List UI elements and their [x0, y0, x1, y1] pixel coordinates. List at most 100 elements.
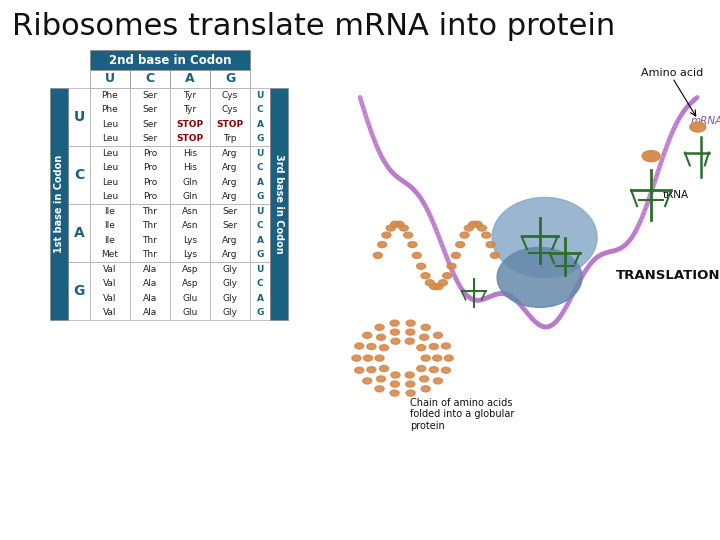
Text: Tyr: Tyr — [184, 105, 197, 114]
FancyBboxPatch shape — [210, 146, 250, 204]
Text: Ala: Ala — [143, 294, 157, 303]
Text: Leu: Leu — [102, 148, 118, 158]
Text: His: His — [183, 163, 197, 172]
Text: Ile: Ile — [104, 207, 115, 216]
Ellipse shape — [433, 378, 443, 384]
Ellipse shape — [434, 284, 443, 289]
Ellipse shape — [408, 241, 417, 248]
Text: C: C — [257, 163, 264, 172]
Text: Ile: Ile — [104, 236, 115, 245]
Ellipse shape — [451, 252, 460, 259]
Ellipse shape — [421, 325, 430, 330]
FancyBboxPatch shape — [210, 88, 250, 146]
Ellipse shape — [426, 280, 434, 286]
Ellipse shape — [456, 241, 464, 248]
FancyBboxPatch shape — [210, 70, 250, 88]
Text: A: A — [185, 72, 195, 85]
Text: U: U — [256, 91, 264, 100]
Ellipse shape — [406, 381, 415, 387]
Text: Pro: Pro — [143, 148, 157, 158]
Text: Pro: Pro — [143, 178, 157, 187]
Ellipse shape — [429, 367, 438, 373]
Text: Asn: Asn — [181, 221, 198, 230]
Ellipse shape — [406, 329, 415, 335]
FancyBboxPatch shape — [130, 146, 170, 204]
Text: Trp: Trp — [223, 134, 237, 143]
Ellipse shape — [391, 372, 400, 378]
Text: Ser: Ser — [222, 207, 238, 216]
Text: STOP: STOP — [176, 134, 204, 143]
Text: Ser: Ser — [222, 221, 238, 230]
Text: Thr: Thr — [143, 250, 158, 259]
Text: Ile: Ile — [104, 221, 115, 230]
Text: G: G — [73, 284, 85, 298]
Text: Arg: Arg — [222, 163, 238, 172]
Ellipse shape — [492, 198, 597, 278]
Ellipse shape — [420, 334, 428, 340]
Text: Ribosomes translate mRNA into protein: Ribosomes translate mRNA into protein — [12, 12, 616, 41]
Ellipse shape — [377, 334, 385, 340]
Text: 1st base in Codon: 1st base in Codon — [54, 155, 64, 253]
Ellipse shape — [490, 252, 500, 259]
Text: Glu: Glu — [182, 294, 198, 303]
Text: Gln: Gln — [182, 178, 198, 187]
FancyBboxPatch shape — [90, 262, 130, 320]
Text: Lys: Lys — [183, 236, 197, 245]
FancyBboxPatch shape — [170, 146, 210, 204]
Ellipse shape — [444, 355, 454, 361]
Ellipse shape — [375, 386, 384, 392]
Ellipse shape — [363, 332, 372, 338]
FancyBboxPatch shape — [130, 88, 170, 146]
Ellipse shape — [375, 355, 384, 361]
Text: Ser: Ser — [143, 120, 158, 129]
Ellipse shape — [420, 376, 428, 382]
Text: Cys: Cys — [222, 91, 238, 100]
Text: Leu: Leu — [102, 134, 118, 143]
Text: Gly: Gly — [222, 265, 238, 274]
FancyBboxPatch shape — [210, 204, 250, 262]
Ellipse shape — [406, 320, 415, 326]
Text: Leu: Leu — [102, 163, 118, 172]
Text: C: C — [257, 279, 264, 288]
Ellipse shape — [417, 263, 426, 269]
Text: Ala: Ala — [143, 279, 157, 288]
Text: U: U — [256, 148, 264, 158]
Text: tRNA: tRNA — [663, 190, 689, 200]
Ellipse shape — [364, 355, 372, 361]
Ellipse shape — [355, 367, 364, 373]
Ellipse shape — [404, 232, 413, 238]
Text: STOP: STOP — [176, 120, 204, 129]
Text: Tyr: Tyr — [184, 91, 197, 100]
Ellipse shape — [421, 386, 430, 392]
Text: Ala: Ala — [143, 265, 157, 274]
Ellipse shape — [486, 241, 495, 248]
Ellipse shape — [377, 376, 385, 382]
Ellipse shape — [391, 338, 400, 344]
Ellipse shape — [447, 263, 456, 269]
Ellipse shape — [395, 221, 404, 227]
Text: Ser: Ser — [143, 91, 158, 100]
Text: Thr: Thr — [143, 221, 158, 230]
Text: A: A — [256, 294, 264, 303]
Text: Leu: Leu — [102, 192, 118, 201]
Ellipse shape — [390, 329, 400, 335]
Text: G: G — [256, 134, 264, 143]
Ellipse shape — [390, 390, 399, 396]
Ellipse shape — [469, 221, 477, 227]
Ellipse shape — [390, 320, 399, 326]
Ellipse shape — [363, 378, 372, 384]
Text: Asp: Asp — [181, 265, 198, 274]
FancyBboxPatch shape — [250, 88, 270, 146]
Ellipse shape — [460, 232, 469, 238]
FancyBboxPatch shape — [250, 204, 270, 262]
Ellipse shape — [642, 151, 660, 161]
FancyBboxPatch shape — [90, 70, 130, 88]
FancyBboxPatch shape — [90, 88, 130, 146]
Ellipse shape — [375, 325, 384, 330]
Text: Pro: Pro — [143, 192, 157, 201]
FancyBboxPatch shape — [90, 50, 250, 70]
Text: C: C — [74, 168, 84, 182]
Text: G: G — [256, 250, 264, 259]
Ellipse shape — [405, 372, 414, 378]
Text: Arg: Arg — [222, 250, 238, 259]
